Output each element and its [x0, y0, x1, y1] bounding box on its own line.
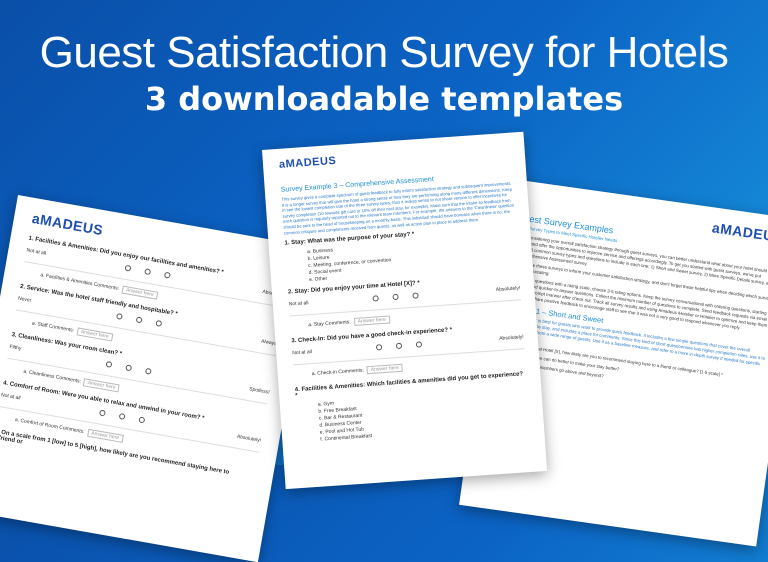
- answer-field[interactable]: Answer here: [76, 327, 114, 342]
- banner-subtitle: 3 downloadable templates: [144, 80, 624, 118]
- middle-template-page[interactable]: aMADEUS Survey Example 3 – Comprehensive…: [262, 131, 548, 490]
- answer-field[interactable]: Answer here: [121, 285, 159, 300]
- answer-field[interactable]: Answer here: [353, 315, 391, 327]
- banner-title: Guest Satisfaction Survey for Hotels: [39, 28, 729, 77]
- answer-field[interactable]: Answer here: [83, 378, 121, 393]
- answer-field[interactable]: Answer here: [366, 363, 404, 375]
- m-options-4: a. Gym b. Free Breakfast c. Bar & Restau…: [318, 387, 530, 444]
- answer-field[interactable]: Answer here: [86, 428, 124, 443]
- left-template-page[interactable]: aMADEUS 1. Facilities & Amenities: Did y…: [0, 195, 314, 562]
